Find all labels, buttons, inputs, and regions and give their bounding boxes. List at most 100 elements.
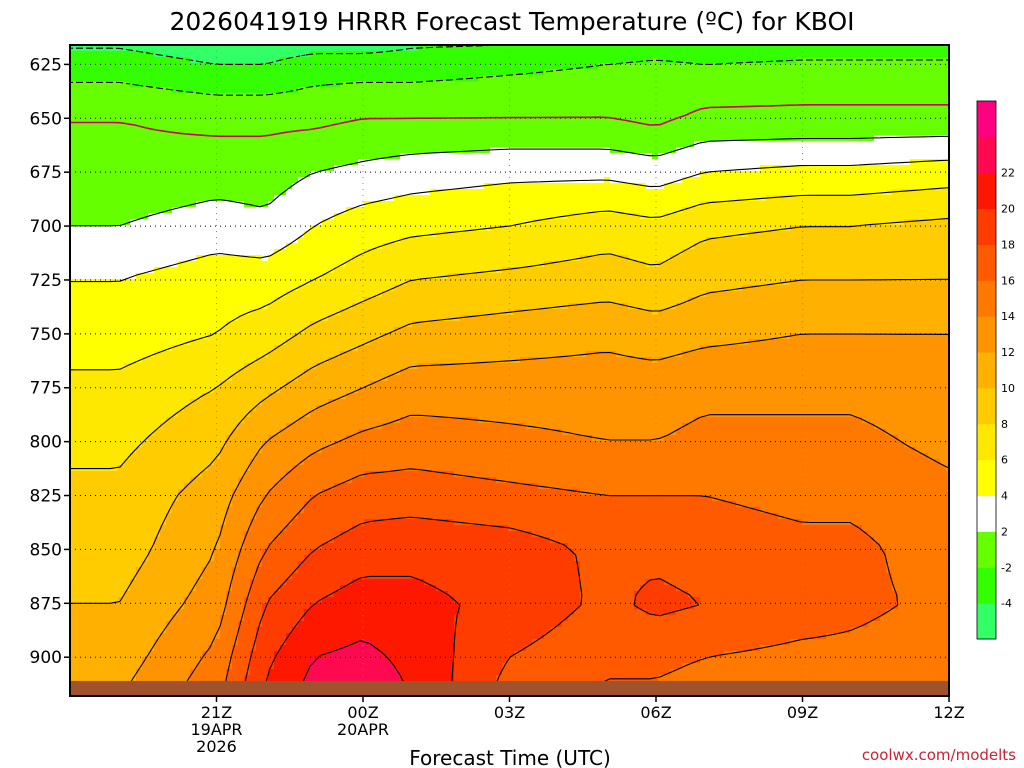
field-cell bbox=[172, 111, 179, 118]
field-cell bbox=[292, 525, 299, 532]
field-cell bbox=[160, 651, 167, 658]
field-cell bbox=[310, 657, 317, 664]
field-cell bbox=[166, 69, 173, 76]
field-cell bbox=[232, 597, 239, 604]
field-cell bbox=[70, 615, 77, 622]
field-cell bbox=[244, 315, 251, 322]
field-cell bbox=[172, 279, 179, 286]
field-cell bbox=[280, 465, 287, 472]
field-cell bbox=[274, 207, 281, 214]
field-cell bbox=[88, 471, 95, 478]
field-cell bbox=[178, 369, 185, 376]
field-cell bbox=[118, 483, 125, 490]
field-cell bbox=[322, 465, 329, 472]
field-cell bbox=[88, 567, 95, 574]
field-cell bbox=[160, 315, 167, 322]
field-cell bbox=[244, 399, 251, 406]
field-cell bbox=[154, 645, 161, 652]
field-cell bbox=[166, 315, 173, 322]
field-cell bbox=[178, 519, 185, 526]
field-cell bbox=[160, 279, 167, 286]
field-cell bbox=[274, 225, 281, 232]
field-cell bbox=[148, 45, 155, 52]
field-cell bbox=[316, 57, 323, 64]
field-cell bbox=[130, 165, 137, 172]
field-cell bbox=[160, 189, 167, 196]
field-cell bbox=[226, 237, 233, 244]
field-cell bbox=[184, 399, 191, 406]
field-cell bbox=[256, 99, 263, 106]
field-cell bbox=[340, 465, 347, 472]
field-cell bbox=[214, 471, 221, 478]
field-cell bbox=[100, 393, 107, 400]
field-cell bbox=[274, 591, 281, 598]
field-cell bbox=[202, 255, 209, 262]
field-cell bbox=[322, 171, 329, 178]
field-cell bbox=[202, 639, 209, 646]
field-cell bbox=[250, 489, 257, 496]
field-cell bbox=[142, 543, 149, 550]
field-cell bbox=[328, 483, 335, 490]
field-cell bbox=[238, 537, 245, 544]
field-cell bbox=[268, 381, 275, 388]
field-cell bbox=[274, 93, 281, 100]
field-cell bbox=[322, 627, 329, 634]
field-cell bbox=[262, 597, 269, 604]
field-cell bbox=[172, 243, 179, 250]
field-cell bbox=[184, 507, 191, 514]
field-cell bbox=[112, 87, 119, 94]
field-cell bbox=[172, 309, 179, 316]
field-cell bbox=[70, 321, 77, 328]
field-cell bbox=[112, 537, 119, 544]
field-cell bbox=[94, 657, 101, 664]
field-cell bbox=[280, 531, 287, 538]
field-cell bbox=[232, 81, 239, 88]
field-cell bbox=[208, 417, 215, 424]
field-cell bbox=[220, 183, 227, 190]
field-cell bbox=[226, 573, 233, 580]
field-cell bbox=[334, 345, 341, 352]
field-cell bbox=[292, 147, 299, 154]
field-cell bbox=[106, 477, 113, 484]
field-cell bbox=[268, 123, 275, 130]
field-cell bbox=[82, 171, 89, 178]
field-cell bbox=[82, 663, 89, 670]
field-cell bbox=[310, 411, 317, 418]
field-cell bbox=[148, 459, 155, 466]
field-cell bbox=[130, 417, 137, 424]
field-cell bbox=[334, 627, 341, 634]
field-cell bbox=[118, 315, 125, 322]
field-cell bbox=[250, 135, 257, 142]
field-cell bbox=[124, 513, 131, 520]
field-cell bbox=[280, 393, 287, 400]
field-cell bbox=[70, 477, 77, 484]
field-cell bbox=[334, 159, 341, 166]
field-cell bbox=[154, 519, 161, 526]
field-cell bbox=[274, 375, 281, 382]
field-cell bbox=[280, 519, 287, 526]
field-cell bbox=[142, 177, 149, 184]
field-cell bbox=[88, 627, 95, 634]
field-cell bbox=[178, 201, 185, 208]
field-cell bbox=[142, 333, 149, 340]
field-cell bbox=[172, 357, 179, 364]
field-cell bbox=[262, 87, 269, 94]
field-cell bbox=[304, 237, 311, 244]
field-cell bbox=[166, 669, 173, 676]
field-cell bbox=[190, 351, 197, 358]
field-cell bbox=[244, 525, 251, 532]
field-cell bbox=[88, 69, 95, 76]
field-cell bbox=[142, 387, 149, 394]
field-cell bbox=[310, 231, 317, 238]
field-cell bbox=[244, 189, 251, 196]
field-cell bbox=[328, 363, 335, 370]
field-cell bbox=[244, 579, 251, 586]
field-cell bbox=[190, 159, 197, 166]
field-cell bbox=[124, 591, 131, 598]
field-cell bbox=[88, 579, 95, 586]
field-cell bbox=[148, 285, 155, 292]
field-cell bbox=[106, 447, 113, 454]
field-cell bbox=[220, 363, 227, 370]
field-cell bbox=[262, 663, 269, 670]
field-cell bbox=[76, 123, 83, 130]
